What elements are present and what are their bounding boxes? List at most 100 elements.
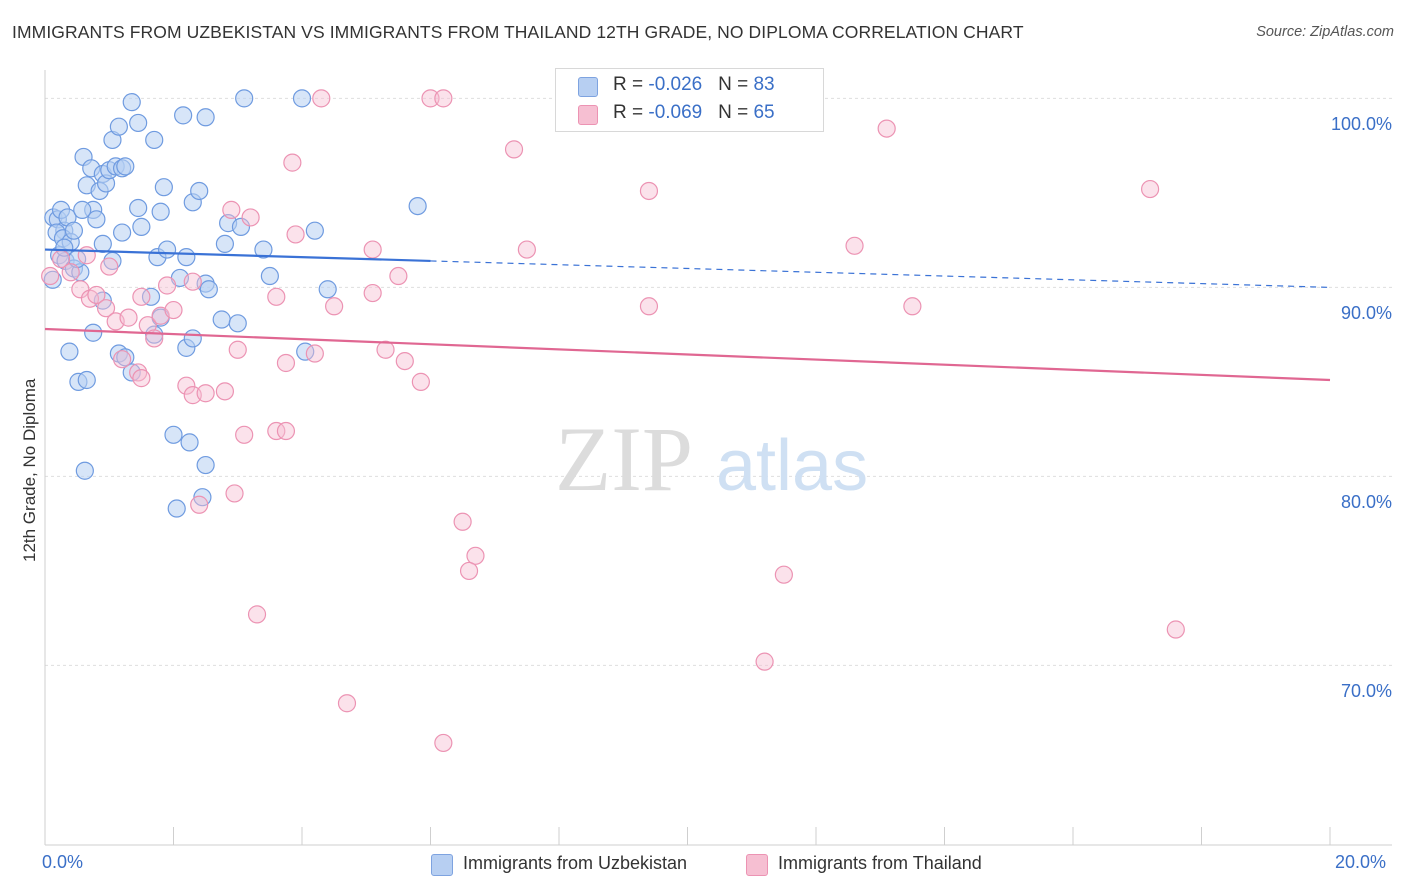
thailand-point: [395, 351, 414, 371]
y-tick-label: 80.0%: [1340, 492, 1392, 513]
thailand-point: [241, 208, 260, 227]
thailand-point: [325, 297, 344, 316]
series-thailand-points: [41, 89, 1185, 753]
r-value: -0.069: [648, 102, 703, 123]
thailand-legend-swatch: [746, 854, 768, 876]
n-label: N =: [718, 74, 754, 95]
thailand-point: [421, 89, 440, 108]
uzbekistan-point: [112, 223, 132, 242]
n-value: 65: [753, 102, 775, 123]
uzbekistan-point: [292, 89, 312, 108]
uzbekistan-point: [174, 106, 193, 125]
thailand-point: [363, 283, 382, 303]
thailand-point: [71, 280, 90, 299]
uzbekistan-point: [129, 113, 148, 133]
thailand-point: [466, 546, 485, 565]
thailand-point: [225, 484, 244, 503]
uzbekistan-point: [145, 130, 164, 150]
series-uzbekistan-points: [43, 89, 427, 518]
thailand-point: [411, 372, 430, 391]
thailand-point: [1166, 620, 1185, 639]
uzbekistan-point: [93, 234, 112, 254]
thailand-point: [267, 421, 286, 441]
thailand-point: [196, 384, 215, 403]
uzbekistan-point: [177, 248, 196, 267]
thailand-point: [247, 605, 267, 624]
thailand-point: [119, 308, 138, 327]
uzbekistan-point: [109, 117, 128, 136]
uzbekistan-point: [122, 93, 141, 112]
thailand-point: [286, 225, 305, 244]
gridlines: [45, 97, 1392, 666]
uzbekistan-legend-label: Immigrants from Uzbekistan: [463, 853, 688, 873]
thailand-point: [235, 425, 254, 444]
thailand-point: [312, 89, 331, 108]
thailand-point: [639, 297, 659, 316]
thailand-point: [504, 140, 524, 159]
uzbekistan-point: [212, 310, 231, 329]
uzbekistan-point: [231, 217, 251, 236]
thailand-point: [305, 344, 324, 363]
thailand-point: [453, 512, 472, 531]
r-label: R =: [613, 74, 649, 95]
watermark: ZIP atlas: [555, 408, 868, 510]
thailand-point: [639, 181, 659, 201]
thailand-point: [132, 369, 151, 388]
thailand-point: [276, 421, 296, 441]
thailand-point: [190, 495, 209, 514]
uzbekistan-point: [305, 221, 324, 240]
source-label: Source: ZipAtlas.com: [1256, 24, 1394, 40]
thailand-point: [283, 153, 302, 172]
uzbekistan-trendline-extension: [430, 260, 1331, 288]
x-tick-label-min: 0.0%: [42, 852, 84, 872]
uzbekistan-point: [116, 348, 135, 367]
uzbekistan-point: [55, 238, 74, 257]
uzbekistan-point: [122, 363, 141, 382]
thailand-point: [132, 287, 151, 306]
uzbekistan-point: [116, 157, 135, 176]
n-value: 83: [753, 74, 775, 95]
uzbekistan-point: [151, 202, 170, 221]
uzbekistan-point: [73, 200, 92, 219]
thailand-swatch: [578, 105, 598, 125]
thailand-point: [222, 200, 241, 219]
uzbekistan-point: [75, 461, 94, 480]
thailand-point: [434, 733, 453, 753]
uzbekistan-point: [318, 280, 337, 299]
thailand-point: [267, 287, 286, 306]
thailand-point: [228, 340, 247, 359]
uzbekistan-point: [60, 342, 79, 361]
uzbekistan-point: [141, 287, 161, 306]
n-label: N =: [718, 102, 754, 123]
chart-title: IMMIGRANTS FROM UZBEKISTAN VS IMMIGRANTS…: [12, 22, 1024, 42]
trendlines: [44, 248, 1331, 382]
thailand-point: [337, 694, 357, 713]
thailand-trendline: [44, 327, 1331, 382]
uzbekistan-point: [157, 240, 177, 259]
thailand-point: [1140, 179, 1160, 199]
x-tick-label-max: 20.0%: [1335, 852, 1387, 872]
uzbekistan-point: [64, 221, 84, 240]
watermark-zip: ZIP: [555, 408, 693, 510]
thailand-point: [774, 565, 793, 584]
thailand-point: [96, 299, 116, 318]
uzbekistan-point: [408, 196, 427, 216]
uzbekistan-point: [77, 370, 96, 390]
uzbekistan-point: [129, 198, 148, 218]
uzbekistan-point: [167, 499, 186, 518]
uzbekistan-point: [132, 217, 151, 236]
thailand-point: [459, 561, 479, 581]
thailand-point: [164, 300, 183, 320]
uzbekistan-legend-swatch: [431, 854, 453, 876]
thailand-point: [517, 240, 536, 259]
uzbekistan-point: [87, 210, 106, 229]
thailand-point: [157, 276, 177, 295]
thailand-point: [61, 263, 80, 282]
y-tick-label: 90.0%: [1340, 303, 1392, 324]
thailand-point: [376, 340, 395, 359]
uzbekistan-point: [199, 280, 218, 299]
watermark-atlas: atlas: [716, 426, 868, 506]
thailand-point: [903, 297, 922, 316]
y-tick-label: 100.0%: [1330, 114, 1392, 135]
